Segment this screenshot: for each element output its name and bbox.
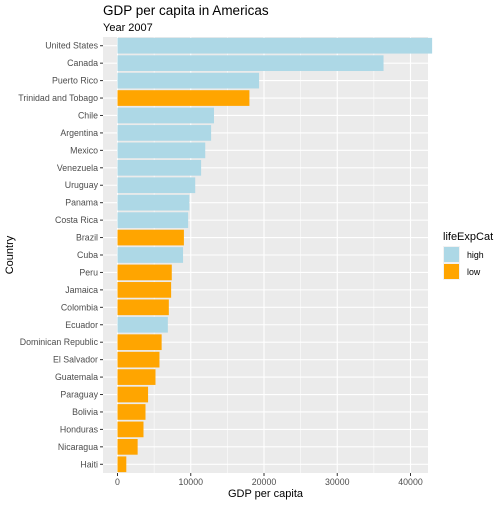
bar [117,125,212,141]
legend-swatch [444,264,459,279]
y-tick-label: Peru [79,267,98,277]
bar [117,421,144,438]
y-tick-label: Ecuador [65,320,98,330]
x-tick-label: 20000 [252,477,277,487]
y-tick-label: Nicaragua [58,442,98,452]
y-tick-label: Puerto Rico [52,76,98,86]
y-tick-label: Trinidad and Tobago [18,93,98,103]
bar [117,282,172,298]
bar [117,316,168,333]
y-tick-label: Panama [65,198,98,208]
y-tick-label: Cuba [77,250,98,260]
bar [117,90,250,106]
y-tick-label: Dominican Republic [20,337,99,347]
y-tick-label: United States [45,41,98,51]
legend-label: low [467,267,481,277]
y-tick-label: Haiti [80,459,98,469]
x-axis: 0 10000 20000 30000 40000 [115,473,423,487]
legend-swatch [444,247,459,262]
chart-subtitle: Year 2007 [103,22,153,34]
x-tick-label: 10000 [179,477,204,487]
y-tick-labels: United States Canada Puerto Rico Trinidad a… [18,41,103,469]
bar [117,456,127,473]
bar [117,55,384,72]
y-tick-label: Bolivia [72,407,98,417]
y-tick-label: Venezuela [57,163,98,173]
y-tick-label: Mexico [70,145,98,155]
y-axis-title: Country [4,235,16,274]
y-tick-label: Chile [78,110,98,120]
y-tick-label: Uruguay [65,180,99,190]
y-tick-label: Argentina [60,128,98,138]
y-tick-label: Jamaica [65,285,98,295]
bar [117,229,184,246]
y-tick-label: Brazil [76,233,98,243]
bar [117,369,156,385]
y-tick-label: Paraguay [60,390,98,400]
x-tick-label: 30000 [325,477,350,487]
bar [117,351,160,368]
bar [117,142,206,159]
x-axis-title: GDP per capita [228,488,304,500]
bar [117,264,172,281]
x-tick-label: 40000 [398,477,423,487]
bar [117,159,202,176]
y-tick-label: Honduras [60,424,99,434]
bar [117,107,214,124]
y-tick-label: Guatemala [55,372,98,382]
bar [117,212,189,228]
bar [117,194,190,211]
bar [117,438,138,455]
legend-title: lifeExpCat [443,231,493,243]
x-tick-label: 0 [115,477,120,487]
bar [117,37,433,54]
y-tick-label: El Salvador [53,355,98,365]
bar [117,404,146,420]
bar [117,72,260,89]
bar [117,334,162,351]
legend-label: high [467,250,484,260]
y-tick-label: Costa Rica [55,215,98,225]
bar [117,299,169,316]
y-tick-label: Canada [67,58,98,68]
legend: lifeExpCat high low [443,231,493,280]
chart-title: GDP per capita in Americas [103,3,269,18]
bar [117,177,196,194]
bars [117,37,433,473]
y-tick-label: Colombia [61,302,98,312]
bar [117,386,149,403]
bar [117,247,184,263]
